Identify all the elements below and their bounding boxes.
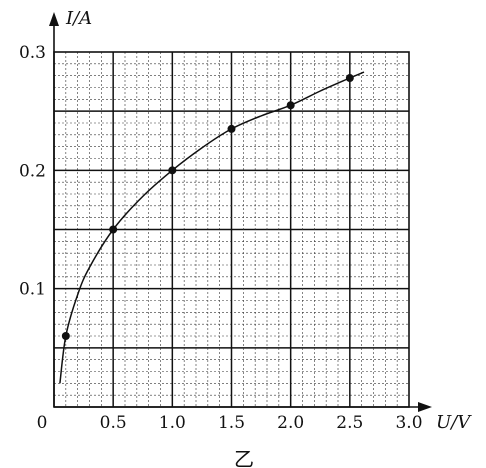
grid [54,52,409,407]
data-point [109,225,118,234]
x-tick-label: 0 [37,413,48,433]
x-tick-label: 2.5 [336,413,363,433]
data-point [345,74,354,83]
y-tick-label: 0.3 [19,43,46,63]
data-points [61,74,354,340]
x-tick-labels: 0 0.5 1.0 1.5 2.0 2.5 3.0 [37,413,423,433]
y-tick-label: 0.2 [19,161,46,181]
x-tick-label: 1.0 [159,413,186,433]
iv-curve [59,71,365,384]
x-axis-arrow [418,402,432,412]
y-axis-arrow [49,12,59,26]
data-point [286,101,295,110]
x-tick-label: 1.5 [218,413,245,433]
y-tick-labels: 0.1 0.2 0.3 [19,43,46,300]
data-point [227,124,236,133]
x-tick-label: 3.0 [395,413,422,433]
y-tick-label: 0.1 [19,280,46,300]
x-tick-label: 0.5 [100,413,127,433]
y-axis-label: I/A [65,8,92,29]
data-point [61,332,70,340]
data-point [168,166,177,175]
figure-caption: 乙 [234,447,254,468]
x-axis-label: U/V [436,412,472,433]
x-tick-label: 2.0 [277,413,304,433]
